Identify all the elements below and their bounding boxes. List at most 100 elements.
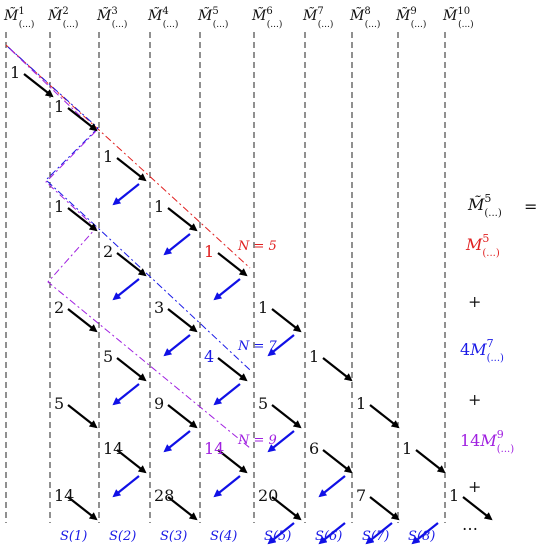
s-labels: S(1) S(2) S(3) S(4) S(5) S(6) S(7) S(8) <box>60 529 435 544</box>
black-arrow <box>67 308 98 333</box>
black-arrow <box>67 496 98 521</box>
black-arrow <box>116 157 147 182</box>
black-arrow <box>67 404 98 429</box>
boundary-n5 <box>5 44 251 269</box>
blue-arrow <box>267 430 295 453</box>
triangle-entry: 14 <box>54 486 74 505</box>
blue-arrow <box>365 522 393 545</box>
black-arrow <box>167 308 198 333</box>
blue-arrow <box>267 334 295 357</box>
black-arrow <box>167 404 198 429</box>
black-arrow <box>271 496 302 521</box>
triangle-entry: 5 <box>103 347 113 366</box>
black-arrow <box>116 252 147 277</box>
black-arrow <box>415 449 446 474</box>
triangle-entry: 1 <box>54 197 64 216</box>
blue-arrow <box>112 278 140 301</box>
black-arrow <box>462 496 493 521</box>
triangle-entry: 5 <box>54 394 64 413</box>
black-arrow <box>322 357 353 382</box>
triangle-entry: 20 <box>258 486 278 505</box>
blue-arrow <box>213 278 241 301</box>
black-arrow <box>217 252 248 277</box>
column-header: M̃7 (...) <box>302 6 333 30</box>
s-label: S(3) <box>160 529 187 544</box>
triangle-entry: 1 <box>309 347 319 366</box>
triangle-entry: 14 <box>204 439 224 458</box>
column-header: M̃3 (...) <box>96 6 127 30</box>
black-arrow <box>217 357 248 382</box>
lhs-term: M̃5 (...) <box>467 192 502 219</box>
s-label: S(1) <box>60 529 87 544</box>
triangle-entry: 1 <box>54 97 64 116</box>
blue-arrow <box>163 430 191 453</box>
n-label: N = 5 <box>237 239 277 254</box>
blue-arrow <box>112 475 140 498</box>
arrows <box>23 73 493 545</box>
blue-arrow <box>163 233 191 256</box>
blue-arrow <box>267 522 295 545</box>
boundary-n9-top <box>9 48 97 132</box>
triangle-entry: 1 <box>356 394 366 413</box>
triangle-entry: 7 <box>356 486 366 505</box>
triangle-entry: 5 <box>258 394 268 413</box>
blue-arrow <box>318 475 346 498</box>
triangle-entry: 1 <box>154 197 164 216</box>
blue-arrow <box>112 183 140 206</box>
s-label: S(5) <box>264 529 291 544</box>
triangle-entry: 3 <box>154 298 164 317</box>
black-arrow <box>322 449 353 474</box>
term-m5: M5 (...) <box>465 232 500 259</box>
column-header: M̃6 (...) <box>251 6 282 30</box>
black-arrow <box>23 73 54 98</box>
black-arrow <box>369 404 400 429</box>
s-label: S(4) <box>210 529 237 544</box>
triangle-entry: 4 <box>204 347 214 366</box>
column-header: M̃2 (...) <box>47 6 78 30</box>
black-arrow <box>116 357 147 382</box>
boundary-n7 <box>45 127 251 371</box>
term-4m7: 4M7 (...) <box>460 337 504 364</box>
column-headers: M̃1 (...) M̃2 (...) M̃3 (...) M̃4 (...) M̃5 (...)… <box>3 6 474 30</box>
black-arrow <box>67 107 98 132</box>
triangle-entry: 1 <box>103 147 113 166</box>
triangle-entry: 1 <box>204 242 214 261</box>
black-arrow <box>271 308 302 333</box>
column-header: M̃8 (...) <box>349 6 380 30</box>
n-label: N = 7 <box>237 339 278 354</box>
triangle-entry: 2 <box>103 242 113 261</box>
column-dividers <box>5 32 446 523</box>
s-label: S(7) <box>362 529 389 544</box>
ellipsis: … <box>462 515 478 534</box>
triangle-entry: 14 <box>103 439 123 458</box>
s-label: S(8) <box>408 529 435 544</box>
triangle-entry: 1 <box>258 298 268 317</box>
triangle-entry: 1 <box>402 439 412 458</box>
blue-arrow <box>213 475 241 498</box>
n-label: N = 9 <box>237 433 277 448</box>
n-labels: N = 5 N = 7 N = 9 <box>237 239 278 448</box>
term-14m9: 14M9 (...) <box>460 428 514 455</box>
black-arrow <box>116 449 147 474</box>
column-header: M̃4 (...) <box>147 6 178 30</box>
plus-sign: + <box>468 477 481 496</box>
black-arrow <box>217 449 248 474</box>
triangle-entry: 6 <box>309 439 319 458</box>
blue-arrow <box>411 522 439 545</box>
triangle-entry: 1 <box>449 486 459 505</box>
column-header: M̃9 (...) <box>395 6 426 30</box>
equals-sign: = <box>524 197 537 216</box>
plus-sign: + <box>468 292 481 311</box>
triangle-entry: 1 <box>10 63 20 82</box>
black-arrow <box>271 404 302 429</box>
column-header: M̃1 (...) <box>3 6 34 30</box>
s-label: S(2) <box>109 529 136 544</box>
blue-arrow <box>213 383 241 406</box>
boundary-n7-top <box>7 46 99 129</box>
decomposition-equation: M̃5 (...) =M5 (...)+4M7 (...)+14M9 (...)+… <box>460 192 537 534</box>
black-arrow <box>369 496 400 521</box>
triangle-entry: 28 <box>154 486 174 505</box>
black-arrow <box>67 207 98 232</box>
